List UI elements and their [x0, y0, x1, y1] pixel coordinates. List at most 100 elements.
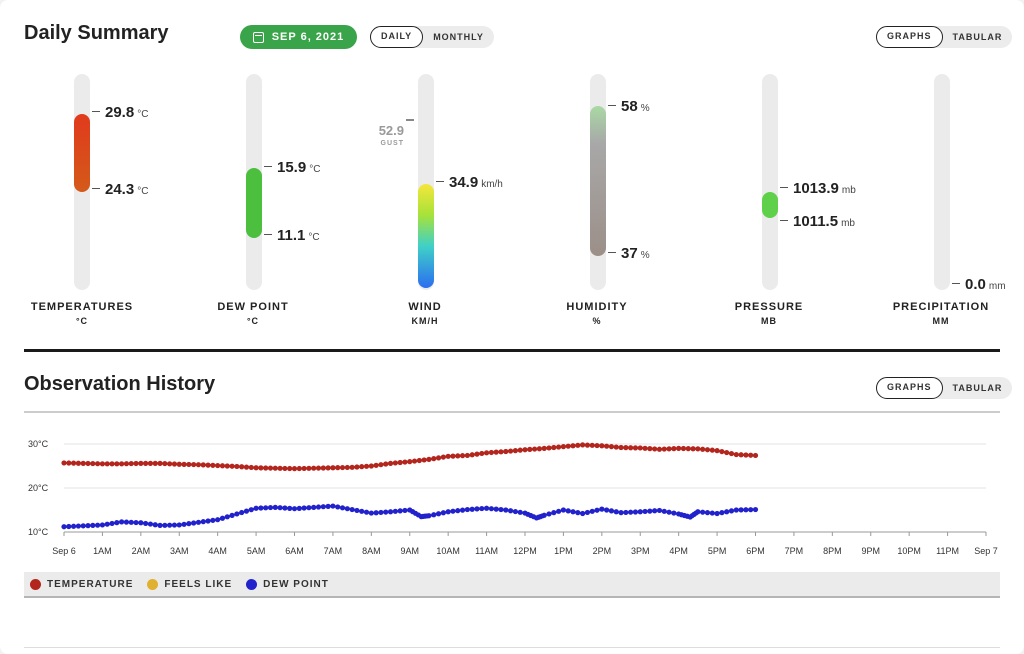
- temperature-point: [397, 459, 403, 466]
- dew-point-point: [114, 520, 120, 526]
- dew-point-point: [383, 509, 389, 515]
- summary-graphs-option[interactable]: GRAPHS: [876, 26, 943, 48]
- dew-point-point: [589, 508, 595, 514]
- summary-tabular-option[interactable]: TABULAR: [952, 32, 1003, 42]
- dew-point-point: [719, 510, 725, 516]
- legend-feels-like-label: FEELS LIKE: [164, 578, 233, 590]
- dew-point-point: [95, 522, 101, 528]
- temperature-point: [652, 446, 658, 452]
- history-tabular-option[interactable]: TABULAR: [952, 383, 1003, 393]
- period-monthly-option[interactable]: MONTHLY: [433, 32, 484, 42]
- temperature-point: [71, 460, 77, 466]
- temperature-point: [488, 449, 494, 456]
- temperature-point: [464, 452, 470, 459]
- dew-point-point: [85, 523, 91, 529]
- temperature-point: [171, 461, 178, 467]
- temperature-point: [728, 450, 735, 457]
- dew-point-point: [306, 505, 312, 511]
- dew-point-point: [599, 506, 605, 512]
- temperature-point: [143, 460, 149, 466]
- temperature-point: [450, 453, 456, 459]
- history-graphs-option[interactable]: GRAPHS: [876, 377, 943, 399]
- dew-point-point: [66, 523, 72, 530]
- temperature-point: [128, 460, 134, 467]
- x-tick-label: 3AM: [170, 546, 189, 556]
- x-tick-label: 10PM: [897, 546, 921, 556]
- temperature-point: [426, 456, 432, 462]
- dew-point-point: [354, 507, 360, 514]
- dew-point-point: [133, 519, 139, 526]
- temperature-point: [325, 465, 331, 471]
- x-tick-label: Sep 6: [52, 546, 76, 556]
- precipitation-track: [934, 74, 950, 290]
- dew-point-point: [263, 505, 269, 511]
- dew-point-point: [560, 507, 567, 513]
- dew-point-point: [733, 507, 739, 513]
- date-picker-button[interactable]: SEP 6, 2021: [240, 25, 357, 49]
- history-header-rule: [24, 411, 1000, 413]
- dew-point-point: [291, 506, 298, 512]
- humidity-range-bar: [590, 106, 606, 256]
- temperature-point: [354, 464, 360, 470]
- dew-point-label: DEW POINT: [217, 301, 289, 313]
- dew-point-point: [167, 522, 173, 528]
- legend-dew-point[interactable]: DEW POINT: [246, 578, 329, 590]
- temperature-point: [243, 464, 250, 470]
- temperature-point: [80, 460, 86, 466]
- temperature-point: [416, 457, 422, 464]
- dew-point-point: [604, 507, 610, 513]
- dew-point-point: [661, 508, 667, 514]
- x-tick-label: 10AM: [436, 546, 460, 556]
- temperature-point: [205, 462, 211, 468]
- dew-point-point: [267, 504, 274, 511]
- legend-feels-like[interactable]: FEELS LIKE: [147, 578, 233, 590]
- temperature-point: [200, 462, 206, 468]
- dew-point-point: [344, 506, 350, 512]
- dew-point-point: [469, 506, 475, 512]
- feels-like-legend-dot: [147, 578, 159, 590]
- dew-point-point: [368, 510, 374, 516]
- temperature-point: [541, 445, 547, 451]
- temperature-point: [411, 458, 418, 464]
- dew-point-point: [488, 506, 494, 512]
- period-daily-option[interactable]: DAILY: [370, 26, 424, 48]
- dew-point-point: [99, 522, 106, 528]
- dew-point-point: [551, 510, 557, 516]
- temperature-point: [709, 447, 715, 453]
- legend-temperature[interactable]: TEMPERATURE: [30, 578, 133, 590]
- dew-point-point: [119, 519, 125, 525]
- x-tick-label: 4PM: [669, 546, 688, 556]
- dew-point-point: [584, 509, 591, 516]
- dew-point-unit-label: °C: [246, 316, 260, 326]
- dew-point-point: [186, 521, 192, 527]
- temperature-point: [311, 465, 317, 471]
- dew-point-point: [181, 521, 187, 527]
- dew-point-point: [397, 508, 403, 514]
- temperature-point: [75, 460, 82, 466]
- temperature-point: [162, 460, 168, 467]
- dew-point-low: 11.1 °C: [264, 227, 320, 244]
- dew-point-point: [301, 505, 307, 511]
- temperature-point: [671, 446, 677, 452]
- temperature-point: [186, 461, 192, 468]
- period-toggle: DAILY MONTHLY: [370, 26, 494, 48]
- dew-point-point: [493, 506, 499, 512]
- dew-point-point: [637, 509, 643, 515]
- temperature-point: [560, 444, 567, 450]
- x-tick-label: 11PM: [936, 546, 959, 556]
- temperature-label: TEMPERATURES: [30, 301, 134, 313]
- dew-point-point: [700, 509, 706, 515]
- dew-point-point: [215, 517, 221, 523]
- temperature-point: [167, 461, 173, 467]
- temperature-point: [229, 463, 235, 469]
- temperature-point: [628, 445, 634, 451]
- dew-point-point: [287, 505, 293, 511]
- temperature-point: [507, 448, 514, 454]
- dew-point-point: [483, 505, 490, 511]
- x-tick-label: 1PM: [554, 546, 573, 556]
- x-tick-label: 6PM: [746, 546, 765, 556]
- temperature-point: [743, 452, 749, 458]
- dew-point-point: [176, 522, 182, 528]
- date-label: SEP 6, 2021: [271, 31, 345, 43]
- dew-point-point: [709, 510, 715, 516]
